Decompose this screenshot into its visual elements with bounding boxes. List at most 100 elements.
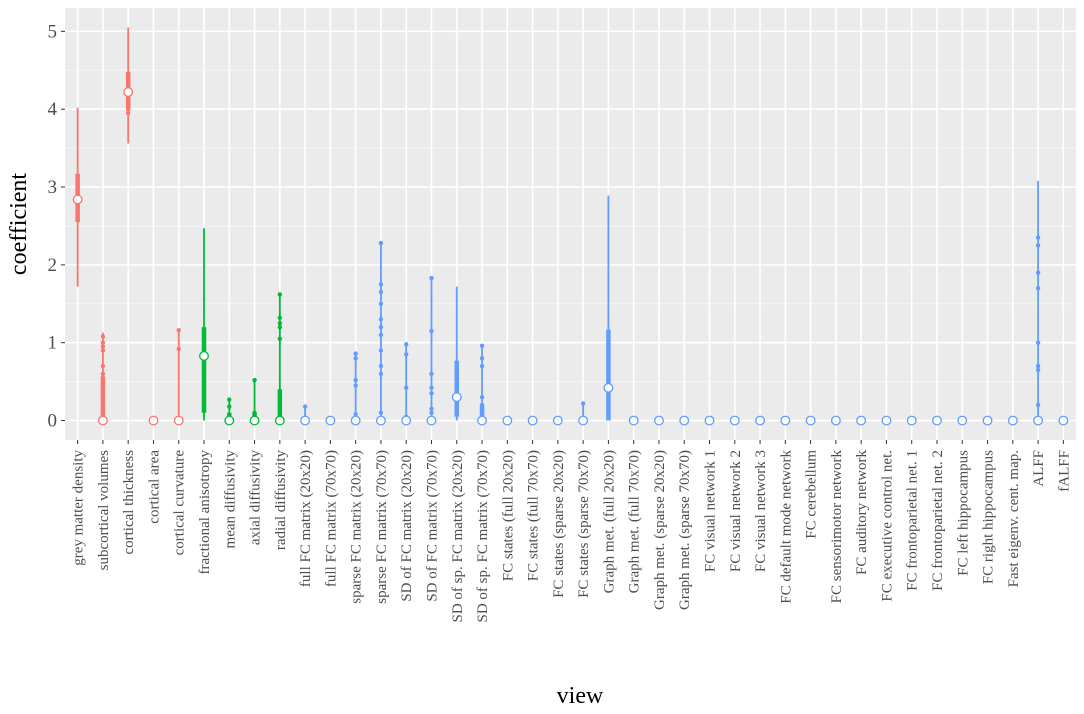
value-dot	[353, 356, 358, 361]
value-dot	[125, 71, 131, 77]
x-tick-label: subcortical volumes	[96, 450, 112, 571]
x-tick-label: Graph met. (sparse 70x70)	[677, 450, 693, 610]
median-point	[654, 415, 664, 426]
value-dot	[125, 103, 131, 108]
x-tick-label: FC cerebellum	[804, 450, 820, 539]
y-tick-label: 3	[48, 177, 58, 198]
x-tick-label: sparse FC matrix (70x70)	[374, 450, 390, 604]
x-tick-label: Graph met. (full 70x70)	[627, 450, 643, 593]
median-point	[729, 415, 740, 426]
x-tick-label: FC visual network 3	[753, 450, 769, 572]
median-point	[1058, 415, 1069, 426]
value-dot	[429, 275, 434, 281]
y-tick-label: 1	[48, 333, 58, 354]
median-point	[805, 415, 816, 426]
median-point	[578, 415, 589, 426]
median-point	[932, 415, 942, 426]
value-dot	[479, 356, 485, 361]
value-dot	[100, 340, 106, 345]
median-point	[451, 392, 462, 403]
x-tick-label: FC executive control net.	[879, 450, 895, 602]
value-dot	[277, 324, 283, 330]
plot-panel	[65, 8, 1076, 440]
median-point	[375, 415, 386, 426]
x-tick-label: cortical area	[146, 450, 162, 524]
x-tick-label: full FC matrix (20x20)	[298, 450, 314, 587]
value-dot	[378, 348, 384, 353]
x-tick-label: full FC matrix (70x70)	[323, 450, 339, 587]
x-tick-label: SD of FC matrix (20x20)	[399, 450, 415, 602]
median-point	[552, 415, 563, 426]
y-axis-title: coefficient	[6, 173, 32, 275]
x-tick-label: FC states (full 20x20)	[500, 450, 516, 581]
value-dot	[378, 332, 384, 338]
value-dot	[429, 410, 434, 415]
value-dot	[378, 363, 384, 369]
value-dot	[100, 348, 106, 353]
x-tick-label: FC states (sparse 20x20)	[551, 450, 567, 598]
median-point	[957, 415, 968, 426]
value-dot	[1035, 363, 1041, 369]
value-dot	[100, 371, 106, 377]
value-dot	[1035, 235, 1041, 240]
value-dot	[100, 344, 106, 349]
value-dot	[75, 177, 80, 182]
x-tick-label: grey matter density	[71, 450, 87, 566]
value-dot	[75, 184, 80, 190]
value-dot	[378, 324, 384, 330]
median-point	[679, 415, 690, 426]
value-dot	[378, 371, 384, 377]
value-dot	[378, 410, 384, 415]
median-point	[224, 415, 235, 426]
x-tick-label: cortical curvature	[172, 450, 188, 556]
y-tick-label: 0	[48, 411, 58, 432]
value-dot	[100, 363, 106, 369]
value-dot	[100, 334, 106, 339]
median-point	[199, 350, 209, 361]
value-dot	[100, 406, 106, 412]
value-dot	[1035, 340, 1041, 345]
x-tick-label: FC right hippocampus	[981, 450, 997, 584]
value-dot	[125, 110, 131, 116]
value-dot	[302, 404, 308, 409]
value-dot	[580, 401, 586, 406]
median-point	[477, 415, 487, 426]
x-tick-label: mean diffusivity	[222, 450, 238, 549]
value-dot	[479, 394, 485, 400]
median-point	[123, 87, 134, 98]
x-tick-label: sparse FC matrix (20x20)	[349, 450, 365, 604]
median-point	[502, 415, 513, 426]
value-dot	[100, 391, 106, 396]
median-point	[350, 415, 361, 426]
x-tick-label: FC states (full 70x70)	[526, 450, 542, 581]
x-tick-label: fractional anisotropy	[197, 450, 213, 575]
x-tick-label: radial diffusivity	[273, 450, 289, 551]
value-dot	[252, 410, 257, 415]
x-tick-label: SD of sp. FC matrix (20x20)	[450, 450, 466, 623]
value-dot	[100, 375, 106, 380]
median-point	[830, 415, 841, 426]
value-dot	[277, 336, 283, 342]
x-tick-label: SD of sp. FC matrix (70x70)	[475, 450, 491, 623]
value-dot	[277, 292, 283, 297]
median-point	[755, 415, 766, 426]
value-dot	[353, 351, 358, 356]
median-point	[249, 415, 260, 426]
value-dot	[404, 352, 409, 357]
x-tick-label: Graph met. (full 20x20)	[601, 450, 617, 593]
value-dot	[1035, 402, 1041, 408]
median-point	[300, 415, 311, 426]
median-point	[325, 415, 336, 426]
x-axis-title: view	[557, 683, 604, 709]
value-dot	[353, 377, 358, 383]
x-tick-label: FC frontoparietal net. 2	[930, 450, 946, 591]
x-tick-label: FC default mode network	[778, 450, 794, 604]
y-tick-label: 2	[48, 255, 58, 276]
value-dot	[404, 342, 409, 347]
value-dot	[277, 315, 283, 320]
median-point	[274, 415, 285, 426]
value-dot	[479, 402, 485, 408]
median-point	[780, 415, 791, 426]
median-point	[527, 415, 538, 426]
x-tick-label: FC states (sparse 70x70)	[576, 450, 592, 598]
